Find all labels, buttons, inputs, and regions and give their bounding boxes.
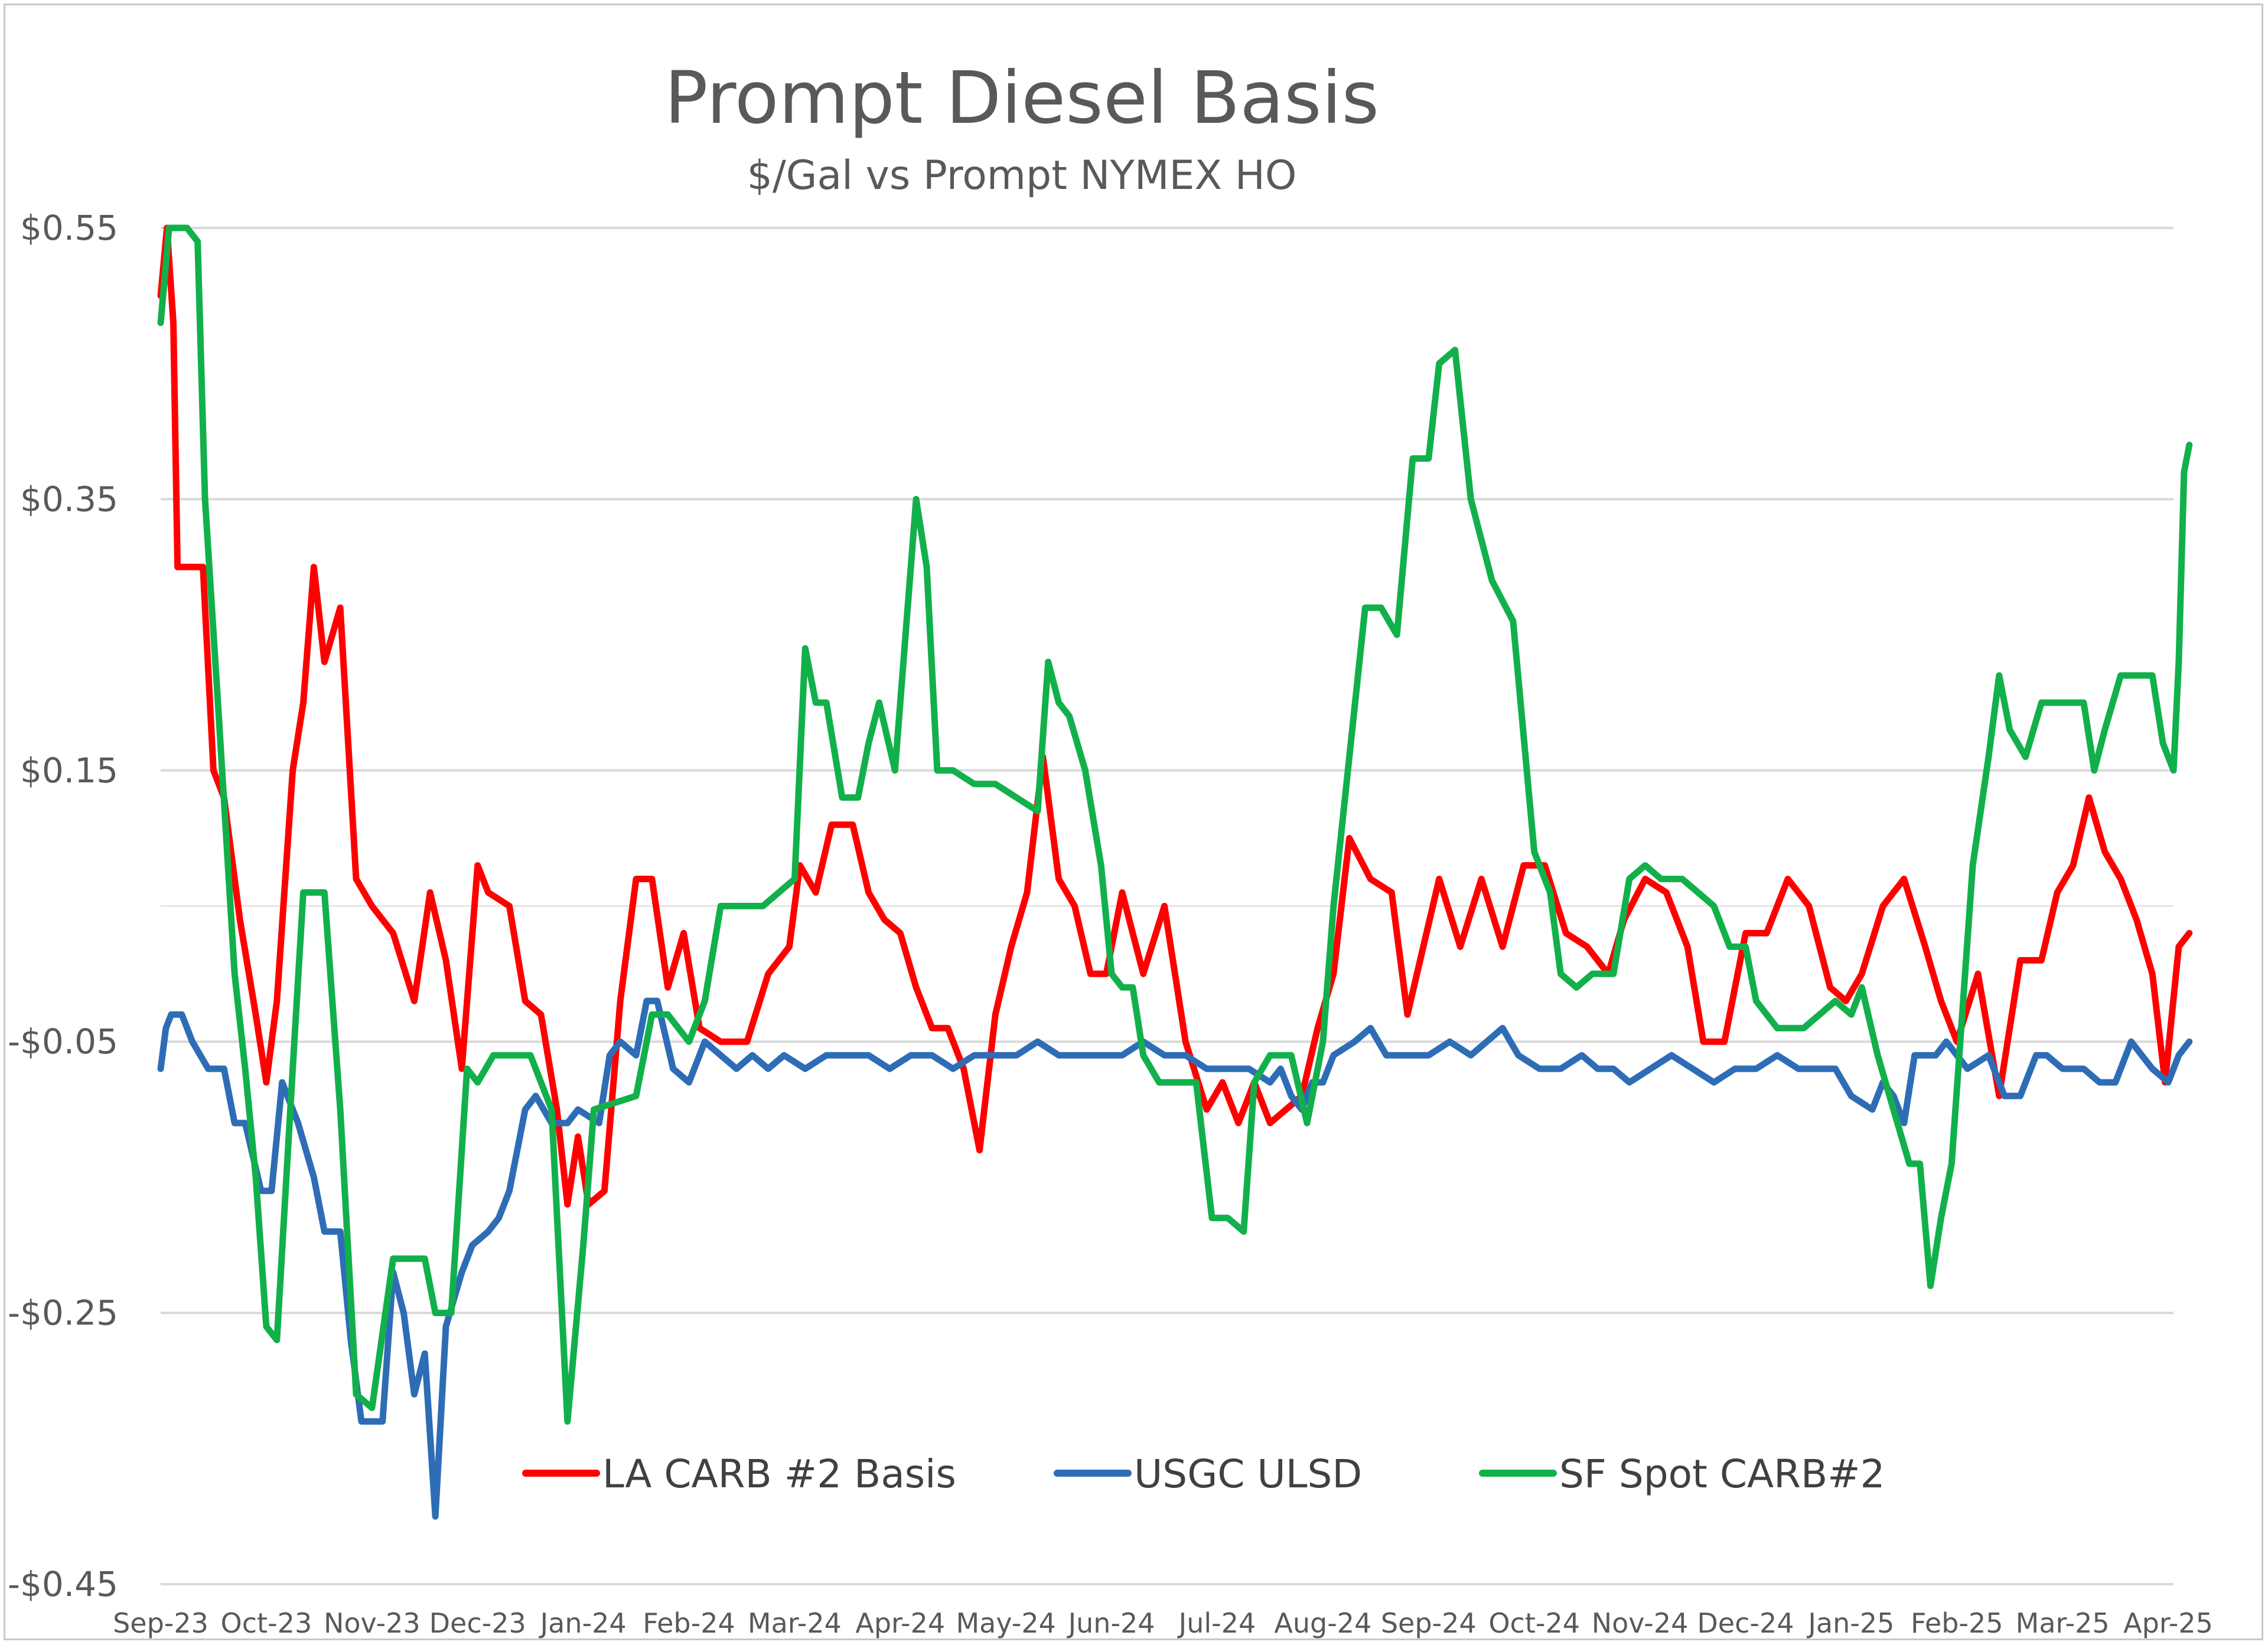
x-tick-label: Dec-23 bbox=[429, 1607, 526, 1639]
x-tick-label: Mar-24 bbox=[748, 1607, 842, 1639]
x-tick-label: May-24 bbox=[956, 1607, 1055, 1639]
x-tick-label: Feb-25 bbox=[1911, 1607, 2003, 1639]
x-tick-label: Nov-24 bbox=[1592, 1607, 1689, 1639]
x-tick-label: Sep-24 bbox=[1381, 1607, 1477, 1639]
y-tick-label: -$0.05 bbox=[8, 1021, 118, 1062]
y-tick-label: -$0.25 bbox=[8, 1293, 118, 1333]
series-line-0 bbox=[157, 224, 2193, 1208]
y-tick-label: -$0.45 bbox=[8, 1564, 118, 1604]
y-tick-label: $0.15 bbox=[20, 750, 118, 791]
x-tick-label: Dec-24 bbox=[1697, 1607, 1794, 1639]
chart-title: Prompt Diesel Basis bbox=[664, 56, 1380, 140]
x-tick-label: Sep-23 bbox=[113, 1607, 208, 1639]
legend-label: SF Spot CARB#2 bbox=[1559, 1451, 1885, 1497]
legend-label: LA CARB #2 Basis bbox=[602, 1451, 956, 1497]
x-tick-label: Jan-25 bbox=[1806, 1607, 1894, 1639]
x-tick-label: Mar-25 bbox=[2016, 1607, 2110, 1639]
x-axis-ticks: Sep-23 Oct-23 Nov-23 Dec-23 Jan-24 Feb-24 Mar-… bbox=[113, 1607, 2213, 1639]
y-axis-ticks: $0.55 $0.35 $0.15 -$0.05 -$0.25 -$0.45 bbox=[8, 208, 118, 1604]
chart-subtitle: $/Gal vs Prompt NYMEX HO bbox=[747, 152, 1297, 199]
x-tick-label: Apr-25 bbox=[2123, 1607, 2213, 1639]
x-tick-label: Jul-24 bbox=[1177, 1607, 1256, 1639]
series-line-1 bbox=[157, 997, 2193, 1520]
y-tick-label: $0.35 bbox=[20, 479, 118, 519]
x-tick-label: Apr-24 bbox=[855, 1607, 945, 1639]
x-tick-label: Aug-24 bbox=[1274, 1607, 1371, 1639]
y-tick-label: $0.55 bbox=[20, 208, 118, 248]
legend-label: USGC ULSD bbox=[1134, 1451, 1362, 1497]
x-tick-label: Jan-24 bbox=[539, 1607, 627, 1639]
x-tick-label: Oct-24 bbox=[1488, 1607, 1580, 1639]
x-tick-label: Jun-24 bbox=[1067, 1607, 1155, 1639]
x-tick-label: Oct-23 bbox=[221, 1607, 312, 1639]
gridlines bbox=[161, 227, 2174, 1585]
x-tick-label: Feb-24 bbox=[643, 1607, 735, 1639]
series-lines bbox=[157, 224, 2193, 1520]
legend: LA CARB #2 Basis USGC ULSD SF Spot CARB#2 bbox=[522, 1451, 1885, 1497]
series-line-2 bbox=[157, 224, 2193, 1425]
x-tick-label: Nov-23 bbox=[324, 1607, 421, 1639]
